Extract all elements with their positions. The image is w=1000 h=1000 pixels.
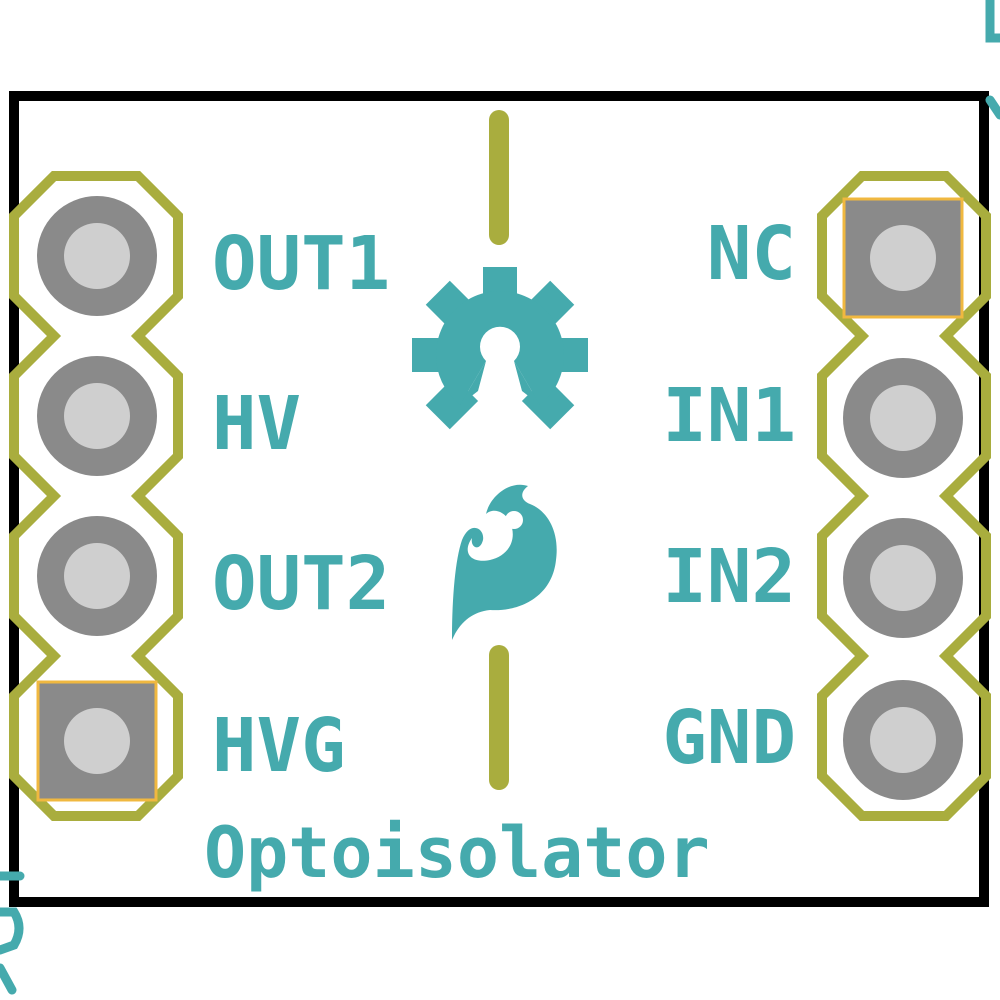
left-header-outline	[9, 171, 183, 821]
edge-fragment-bottom-left	[0, 871, 25, 995]
right-header-outline	[817, 171, 991, 821]
label-hv: HV	[212, 381, 301, 467]
label-in2: IN2	[662, 534, 796, 620]
left-pad-1	[37, 196, 157, 316]
left-pad-3	[37, 516, 157, 636]
right-pad-1-square	[842, 197, 964, 319]
label-in1: IN1	[662, 373, 796, 459]
label-nc: NC	[707, 211, 796, 297]
label-out2: OUT2	[212, 541, 390, 627]
right-pad-2	[843, 358, 963, 478]
left-pad-2	[37, 356, 157, 476]
sparkfun-flame-icon	[452, 484, 557, 640]
board-title: Optoisolator	[204, 812, 710, 894]
right-pad-3	[843, 518, 963, 638]
label-out1: OUT1	[212, 221, 390, 307]
label-gnd: GND	[662, 695, 796, 781]
label-hvg: HVG	[212, 703, 346, 789]
edge-fragment-right	[985, 95, 1000, 120]
left-pad-4-square	[36, 680, 158, 802]
board-outline	[9, 91, 989, 907]
right-pad-4	[843, 680, 963, 800]
edge-fragment-top-right	[985, 0, 1000, 43]
open-hardware-gear-icon	[412, 267, 588, 430]
